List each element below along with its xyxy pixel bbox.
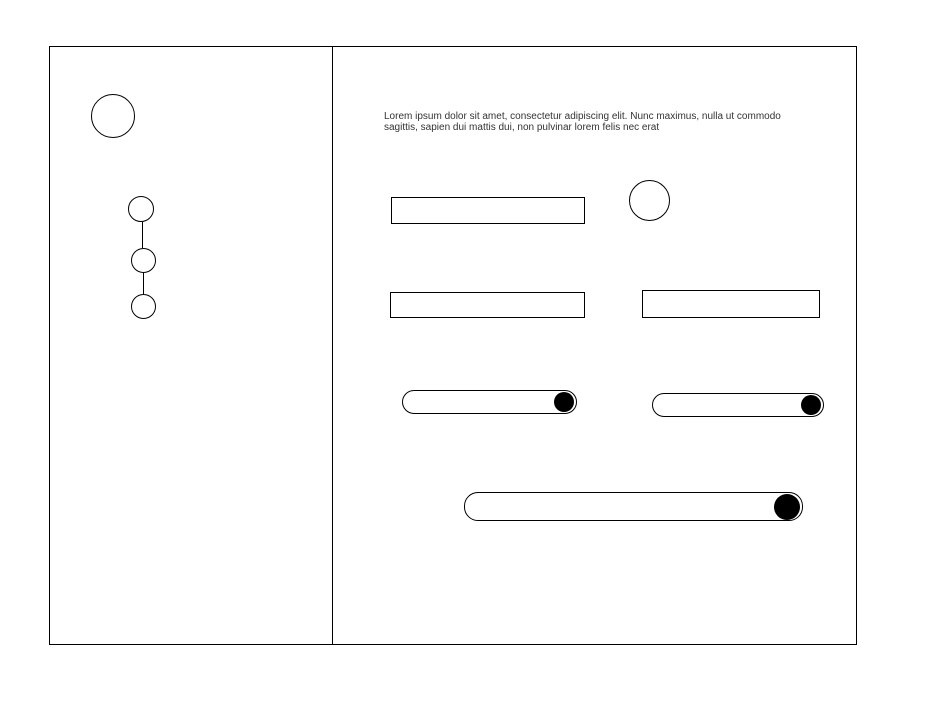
text-field-2[interactable] — [390, 292, 585, 318]
slider-thumb[interactable] — [801, 395, 821, 415]
slider-thumb[interactable] — [554, 392, 574, 412]
stepper-step-1[interactable] — [128, 196, 154, 222]
circle-button[interactable] — [629, 180, 670, 221]
intro-paragraph: Lorem ipsum dolor sit amet, consectetur … — [384, 111, 781, 133]
slider-3[interactable] — [464, 492, 803, 521]
slider-1[interactable] — [402, 390, 577, 414]
stepper-step-2[interactable] — [131, 248, 156, 273]
slider-thumb[interactable] — [774, 493, 800, 520]
slider-2[interactable] — [652, 393, 824, 417]
app-frame: Lorem ipsum dolor sit amet, consectetur … — [49, 46, 857, 645]
main-content: Lorem ipsum dolor sit amet, consectetur … — [333, 47, 856, 644]
text-field-1[interactable] — [391, 197, 585, 224]
stepper-step-3[interactable] — [131, 294, 156, 319]
sidebar — [50, 47, 333, 644]
text-field-3[interactable] — [642, 290, 820, 318]
stepper-connector — [142, 222, 143, 248]
avatar[interactable] — [91, 94, 135, 138]
stepper-connector — [143, 273, 144, 294]
